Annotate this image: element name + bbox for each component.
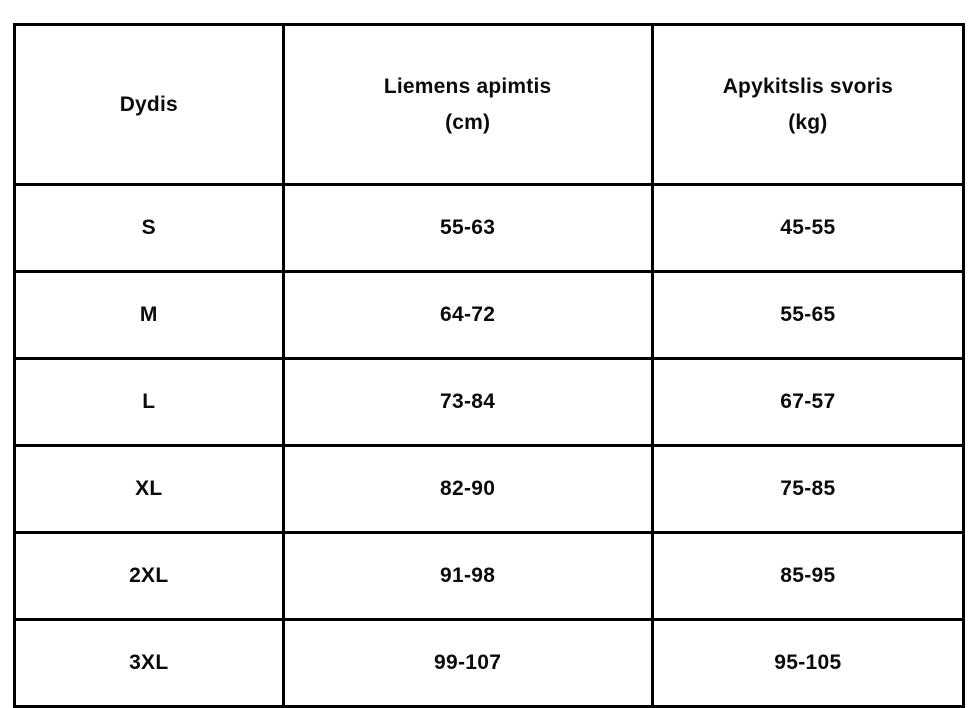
- table-row-3xl: 3XL 99-107 95-105: [13, 618, 966, 708]
- table-row-xl: XL 82-90 75-85: [13, 444, 966, 534]
- size-cell: S: [13, 183, 285, 273]
- header-size: Dydis: [13, 23, 285, 186]
- header-approx-weight: Apykitslis svoris (kg): [650, 23, 966, 186]
- size-cell: 3XL: [13, 618, 285, 708]
- weight-cell: 85-95: [650, 531, 966, 621]
- table-row-s: S 55-63 45-55: [13, 183, 966, 273]
- waist-cell: 82-90: [281, 444, 654, 534]
- weight-cell: 95-105: [650, 618, 966, 708]
- waist-cell: 73-84: [281, 357, 654, 447]
- size-cell: XL: [13, 444, 285, 534]
- table-row-l: L 73-84 67-57: [13, 357, 966, 447]
- size-cell: L: [13, 357, 285, 447]
- weight-cell: 75-85: [650, 444, 966, 534]
- size-cell: M: [13, 270, 285, 360]
- size-cell: 2XL: [13, 531, 285, 621]
- waist-cell: 55-63: [281, 183, 654, 273]
- waist-cell: 91-98: [281, 531, 654, 621]
- weight-cell: 67-57: [650, 357, 966, 447]
- header-waist-circumference: Liemens apimtis (cm): [281, 23, 654, 186]
- weight-cell: 45-55: [650, 183, 966, 273]
- size-chart-table: Dydis Liemens apimtis (cm) Apykitslis sv…: [13, 23, 966, 708]
- header-row: Dydis Liemens apimtis (cm) Apykitslis sv…: [13, 23, 966, 186]
- weight-cell: 55-65: [650, 270, 966, 360]
- waist-cell: 99-107: [281, 618, 654, 708]
- table-row-2xl: 2XL 91-98 85-95: [13, 531, 966, 621]
- waist-cell: 64-72: [281, 270, 654, 360]
- table-row-m: M 64-72 55-65: [13, 270, 966, 360]
